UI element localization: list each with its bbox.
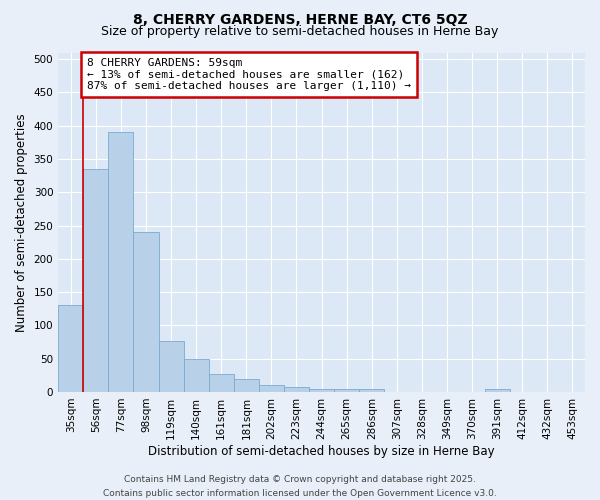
Bar <box>359 390 385 392</box>
Bar <box>133 232 158 392</box>
Bar <box>485 390 510 392</box>
Bar <box>184 358 209 392</box>
Bar <box>109 132 133 392</box>
Text: 8, CHERRY GARDENS, HERNE BAY, CT6 5QZ: 8, CHERRY GARDENS, HERNE BAY, CT6 5QZ <box>133 12 467 26</box>
Bar <box>158 340 184 392</box>
Text: 8 CHERRY GARDENS: 59sqm
← 13% of semi-detached houses are smaller (162)
87% of s: 8 CHERRY GARDENS: 59sqm ← 13% of semi-de… <box>87 58 411 91</box>
Bar <box>234 378 259 392</box>
Bar <box>259 384 284 392</box>
Bar <box>334 388 359 392</box>
Bar <box>83 169 109 392</box>
Bar <box>309 388 334 392</box>
Bar <box>58 306 83 392</box>
Text: Contains HM Land Registry data © Crown copyright and database right 2025.
Contai: Contains HM Land Registry data © Crown c… <box>103 476 497 498</box>
Bar <box>284 388 309 392</box>
Text: Size of property relative to semi-detached houses in Herne Bay: Size of property relative to semi-detach… <box>101 24 499 38</box>
X-axis label: Distribution of semi-detached houses by size in Herne Bay: Distribution of semi-detached houses by … <box>148 444 495 458</box>
Bar <box>209 374 234 392</box>
Y-axis label: Number of semi-detached properties: Number of semi-detached properties <box>15 113 28 332</box>
